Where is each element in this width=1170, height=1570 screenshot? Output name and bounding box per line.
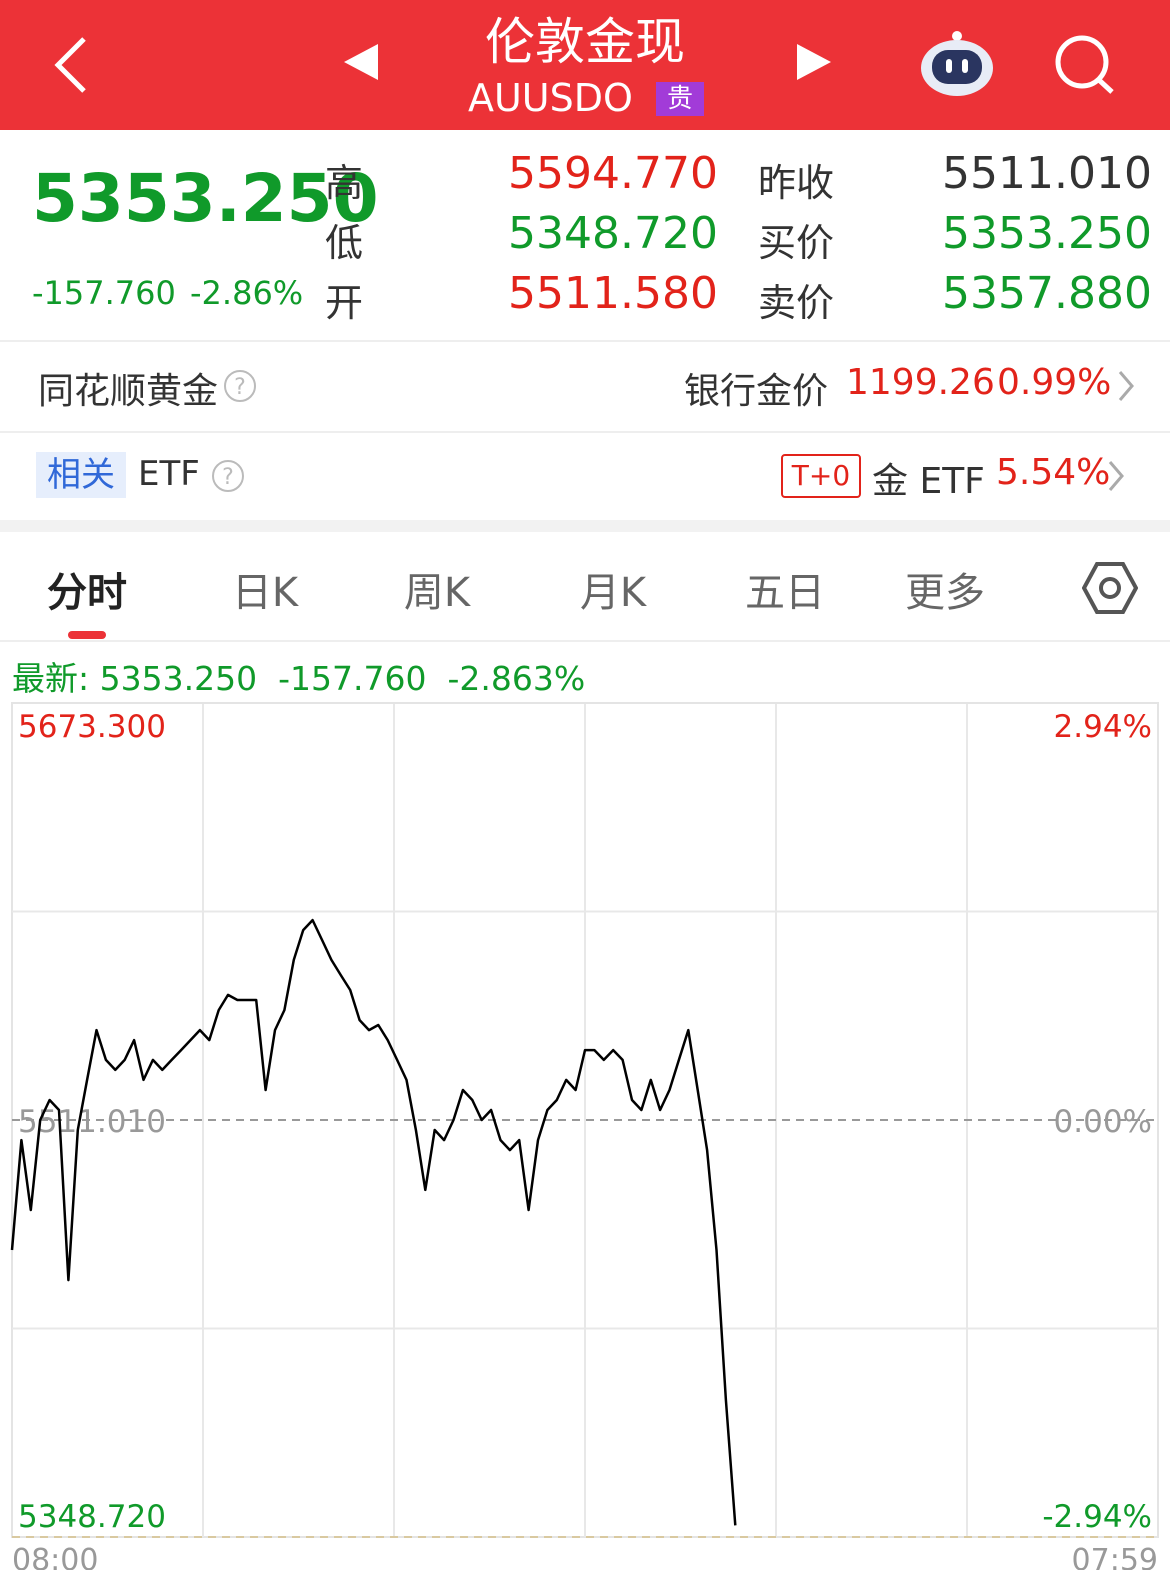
y2-tick-label: 0.00% <box>1054 1104 1152 1140</box>
y-tick-label: 5673.300 <box>18 709 166 745</box>
svg-text:?: ? <box>234 375 246 400</box>
y2-tick-label: 2.94% <box>1054 709 1152 745</box>
section-gap <box>0 520 1170 532</box>
etf-name: ETF <box>138 454 200 494</box>
etf-label: 金 ETF <box>872 461 985 502</box>
y-tick-label: 5511.010 <box>18 1104 166 1140</box>
field-label: 昨收 <box>758 161 835 205</box>
title: 伦敦金现 <box>485 13 685 71</box>
field-value: 5357.880 <box>942 268 1152 319</box>
field-label: 卖价 <box>758 281 835 325</box>
y-tick-label: 5348.720 <box>18 1499 166 1535</box>
intraday-chart: 5348.720 5511.010 5673.300 -2.94% 0.00% 2.94%… <box>10 702 1159 1570</box>
chevron[interactable] <box>1116 368 1136 404</box>
help-icon[interactable]: ? <box>210 458 246 494</box>
latest-change: -157.760 <box>278 659 427 698</box>
divider <box>0 340 1170 342</box>
svg-text:?: ? <box>222 465 234 490</box>
change-pct: -2.86% <box>190 274 304 312</box>
tab[interactable]: 月K <box>579 570 647 616</box>
bank-price: 1199.26 <box>846 362 995 403</box>
next-button[interactable] <box>795 42 835 82</box>
tab[interactable]: 分时 <box>47 570 127 616</box>
gold-name: 同花顺黄金 <box>38 371 219 412</box>
tab[interactable]: 周K <box>403 570 471 616</box>
change: -157.760 <box>32 274 176 312</box>
field-label: 高 <box>325 161 364 205</box>
quote-line: 最新: 5353.250 -157.760 -2.863% <box>12 652 585 700</box>
back-button[interactable] <box>50 35 90 95</box>
tab[interactable]: 五日 <box>745 570 825 616</box>
latest-price: 5353.250 <box>99 659 258 698</box>
tab[interactable]: 更多 <box>905 570 985 616</box>
badge: 贵 <box>656 82 704 116</box>
x-tick-label: 07:59 <box>1072 1543 1158 1570</box>
related-tag: 相关 <box>36 452 126 498</box>
latest-label: 最新: <box>12 659 90 698</box>
settings-button[interactable] <box>1082 560 1138 616</box>
chevron[interactable] <box>1106 458 1126 494</box>
etf-pct: 5.54% <box>996 452 1111 493</box>
prev-button[interactable] <box>340 42 380 82</box>
last-price: 5353.250 <box>32 160 379 237</box>
divider <box>0 431 1170 433</box>
field-value: 5511.580 <box>508 268 718 319</box>
assistant-icon[interactable] <box>918 28 996 98</box>
x-tick-label: 08:00 <box>12 1543 98 1570</box>
field-label: 低 <box>325 221 364 265</box>
field-value: 5353.250 <box>942 208 1152 259</box>
bank-label: 银行金价 <box>684 371 829 412</box>
t0-badge: T+0 <box>781 454 861 498</box>
latest-pct: -2.863% <box>447 659 586 698</box>
tab[interactable]: 日K <box>231 570 299 616</box>
field-label: 买价 <box>758 221 835 265</box>
search-button[interactable] <box>1052 34 1118 96</box>
header-bar: 伦敦金现 AUUSDO 贵 <box>0 0 1170 130</box>
y2-tick-label: -2.94% <box>1042 1499 1152 1535</box>
field-value: 5348.720 <box>508 208 718 259</box>
price-line <box>10 918 737 1526</box>
bank-pct: 0.99% <box>997 362 1112 403</box>
tab-indicator <box>68 631 106 639</box>
field-value: 5594.770 <box>508 148 718 199</box>
field-label: 开 <box>325 281 364 325</box>
code: AUUSDO <box>468 76 633 120</box>
field-value: 5511.010 <box>942 148 1152 199</box>
divider <box>0 640 1170 642</box>
help-icon[interactable]: ? <box>222 368 258 404</box>
